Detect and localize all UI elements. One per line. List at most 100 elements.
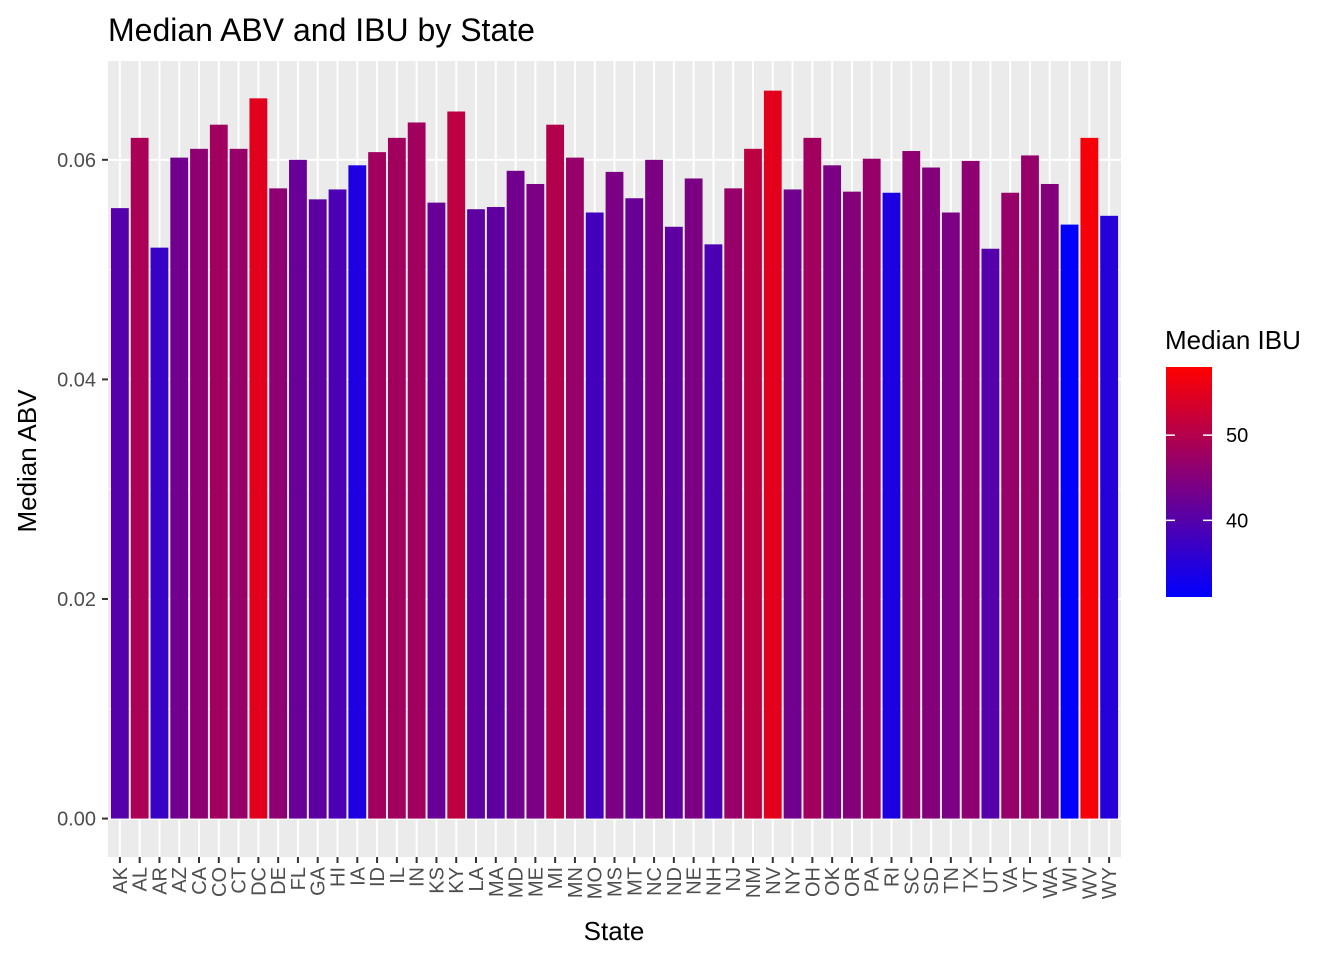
y-axis: 0.00 0.02 0.04 0.06 bbox=[57, 150, 108, 831]
bar-nh bbox=[704, 244, 723, 819]
bar-ky bbox=[447, 111, 466, 819]
bar-va bbox=[1001, 192, 1020, 819]
x-tick-label: MO bbox=[585, 867, 607, 899]
bar-fl bbox=[289, 159, 307, 819]
bar-de bbox=[269, 188, 288, 819]
x-axis: AKALARAZCACOCTDCDEFLGAHIIAIDILINKSKYLAMA… bbox=[110, 857, 1121, 899]
bar-wi bbox=[1060, 224, 1079, 819]
y-tick-label: 0.00 bbox=[57, 809, 96, 831]
bars bbox=[110, 90, 1119, 819]
x-tick-label: NH bbox=[703, 867, 725, 896]
x-tick-label: CA bbox=[189, 866, 211, 894]
x-tick-label: VA bbox=[1000, 866, 1022, 892]
legend-title: Median IBU bbox=[1165, 325, 1301, 355]
bar-il bbox=[387, 137, 406, 819]
bar-ny bbox=[783, 189, 802, 819]
bar-or bbox=[843, 191, 861, 819]
x-tick-label: RI bbox=[881, 867, 903, 887]
x-tick-label: PA bbox=[862, 866, 884, 892]
x-tick-label: IN bbox=[407, 867, 429, 887]
bar-in bbox=[407, 122, 426, 819]
x-tick-label: NV bbox=[763, 866, 785, 894]
bar-ma bbox=[486, 207, 505, 819]
x-tick-label: CO bbox=[209, 867, 231, 897]
bar-mt bbox=[625, 198, 644, 819]
x-tick-label: SC bbox=[901, 867, 923, 895]
bar-tx bbox=[961, 160, 980, 819]
bar-wy bbox=[1100, 215, 1119, 819]
x-tick-label: GA bbox=[308, 866, 330, 896]
x-tick-label: TX bbox=[961, 867, 983, 893]
x-tick-label: DE bbox=[268, 867, 290, 895]
legend: Median IBU 40 50 bbox=[1165, 325, 1301, 597]
bar-ne bbox=[684, 178, 703, 819]
bar-ut bbox=[981, 248, 1000, 819]
bar-ar bbox=[150, 247, 169, 819]
x-tick-label: AK bbox=[110, 866, 132, 893]
x-tick-label: KS bbox=[426, 867, 448, 894]
x-tick-label: MT bbox=[624, 867, 646, 896]
x-tick-label: OK bbox=[822, 866, 844, 896]
x-tick-label: MI bbox=[545, 867, 567, 889]
x-tick-label: KY bbox=[446, 867, 468, 894]
bar-oh bbox=[803, 137, 822, 819]
bar-ct bbox=[229, 148, 248, 819]
x-tick-label: UT bbox=[980, 867, 1002, 894]
bar-sd bbox=[922, 167, 940, 819]
bar-pa bbox=[862, 158, 881, 819]
bar-al bbox=[130, 137, 149, 819]
x-tick-label: ND bbox=[664, 867, 686, 896]
bar-ia bbox=[348, 165, 367, 819]
bar-ak bbox=[110, 208, 129, 819]
bar-ga bbox=[308, 199, 327, 819]
bar-nc bbox=[645, 159, 663, 819]
x-tick-label: CT bbox=[229, 867, 251, 894]
bar-sc bbox=[902, 151, 921, 819]
x-tick-label: IA bbox=[347, 866, 369, 886]
y-axis-title: Median ABV bbox=[12, 389, 42, 533]
x-tick-label: MA bbox=[486, 866, 508, 897]
bar-wv bbox=[1080, 137, 1099, 819]
x-tick-label: OH bbox=[802, 867, 824, 897]
bar-nm bbox=[744, 148, 762, 819]
bar-tn bbox=[941, 212, 960, 819]
x-tick-label: MD bbox=[506, 867, 528, 898]
x-tick-label: AR bbox=[149, 867, 171, 895]
bar-md bbox=[506, 170, 525, 819]
bar-me bbox=[526, 183, 545, 819]
x-tick-label: ID bbox=[367, 867, 389, 887]
x-tick-label: NM bbox=[743, 867, 765, 898]
bar-co bbox=[209, 124, 228, 819]
legend-ticks: 40 50 bbox=[1166, 425, 1248, 532]
x-tick-label: NC bbox=[644, 867, 666, 896]
bar-az bbox=[170, 157, 189, 819]
x-tick-label: AZ bbox=[169, 867, 191, 893]
bar-vt bbox=[1021, 155, 1039, 819]
x-tick-label: LA bbox=[466, 866, 488, 891]
x-tick-label: WY bbox=[1099, 867, 1121, 899]
legend-colorbar bbox=[1166, 367, 1212, 597]
x-tick-label: SD bbox=[921, 867, 943, 895]
y-tick-label: 0.06 bbox=[57, 150, 96, 172]
x-tick-label: VT bbox=[1020, 867, 1042, 893]
x-tick-label: TN bbox=[941, 867, 963, 894]
bar-id bbox=[368, 152, 386, 819]
legend-tick-label: 50 bbox=[1226, 425, 1248, 447]
bar-ms bbox=[605, 171, 624, 819]
x-tick-label: IL bbox=[387, 867, 409, 884]
bar-mn bbox=[566, 157, 584, 819]
bar-mo bbox=[585, 212, 604, 819]
x-tick-label: WV bbox=[1079, 866, 1101, 899]
bar-nv bbox=[763, 90, 782, 819]
x-tick-label: NJ bbox=[723, 867, 745, 891]
legend-tick-label: 40 bbox=[1226, 510, 1248, 532]
bar-la bbox=[467, 209, 485, 819]
y-tick-label: 0.02 bbox=[57, 589, 96, 611]
x-tick-label: MS bbox=[605, 867, 627, 897]
bar-ok bbox=[823, 165, 842, 819]
bar-hi bbox=[328, 189, 347, 819]
bar-ks bbox=[427, 202, 446, 819]
x-tick-label: HI bbox=[328, 867, 350, 887]
x-tick-label: OR bbox=[842, 867, 864, 897]
